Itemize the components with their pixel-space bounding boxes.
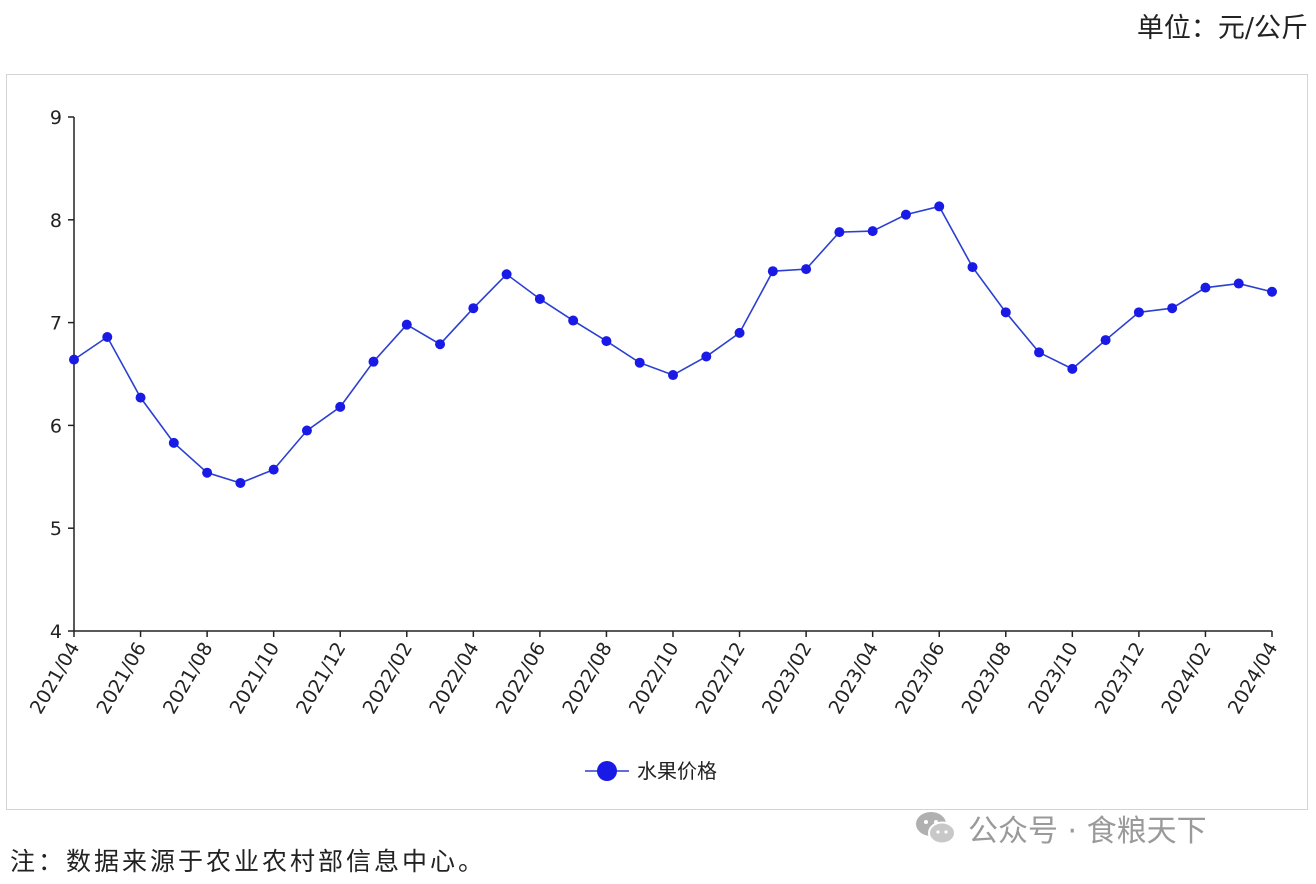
data-point xyxy=(401,319,412,330)
wechat-icon xyxy=(916,812,956,845)
x-tick-label: 2022/08 xyxy=(558,639,617,718)
x-tick-label: 2023/08 xyxy=(958,639,1017,718)
data-point xyxy=(69,354,79,365)
data-point xyxy=(435,339,446,350)
series-line xyxy=(73,205,1273,484)
x-tick-label: 2021/04 xyxy=(26,639,85,718)
chart-frame: 4 5 6 7 8 9 2021/04 2021/06 2021/08 2021/10 2021/… xyxy=(6,74,1308,810)
data-point xyxy=(235,477,246,488)
data-point xyxy=(967,262,978,273)
x-tick-label: 2023/04 xyxy=(824,639,883,718)
data-point xyxy=(534,293,545,304)
data-point xyxy=(268,464,279,475)
data-point xyxy=(767,266,778,277)
y-tick-label: 4 xyxy=(50,621,62,643)
x-tick-label: 2021/12 xyxy=(292,639,351,718)
x-tick-label: 2023/10 xyxy=(1024,639,1083,718)
x-tick-label: 2023/06 xyxy=(891,639,950,718)
x-tick-label: 2023/02 xyxy=(758,639,817,718)
data-point xyxy=(368,356,379,367)
data-point xyxy=(801,264,812,275)
data-point xyxy=(1100,335,1111,346)
data-point xyxy=(900,209,911,220)
data-point xyxy=(335,401,346,412)
data-point xyxy=(568,315,579,326)
legend-marker xyxy=(597,761,617,781)
x-tick-label: 2022/12 xyxy=(691,639,750,718)
data-point xyxy=(102,331,113,342)
x-tick-label: 2022/02 xyxy=(359,639,418,718)
data-point xyxy=(1267,286,1277,297)
data-point xyxy=(734,327,745,338)
data-point xyxy=(867,226,878,237)
data-point xyxy=(135,392,146,403)
data-point xyxy=(301,425,312,436)
y-tick-label: 6 xyxy=(50,415,62,437)
data-point xyxy=(202,467,213,478)
data-point xyxy=(1067,363,1078,374)
data-point xyxy=(168,437,179,448)
legend-label: 水果价格 xyxy=(637,759,717,783)
x-tick-label: 2022/06 xyxy=(492,639,551,718)
watermark: 公众号 · 食粮天下 xyxy=(914,806,1207,850)
y-tick-label: 8 xyxy=(50,210,62,232)
data-point xyxy=(668,370,678,381)
x-axis: 2021/04 2021/06 2021/08 2021/10 2021/12 2022/… xyxy=(26,630,1283,718)
unit-label: 单位：元/公斤 xyxy=(1136,13,1308,44)
data-point xyxy=(1167,303,1178,314)
x-tick-label: 2022/10 xyxy=(625,639,684,718)
data-point xyxy=(634,357,645,368)
source-note: 注：数据来源于农业农村部信息中心。 xyxy=(10,847,487,876)
data-point xyxy=(701,351,712,362)
data-point xyxy=(501,269,512,280)
x-tick-label: 2023/12 xyxy=(1091,639,1150,718)
data-point xyxy=(934,201,945,212)
data-point xyxy=(1000,307,1011,318)
y-tick-label: 7 xyxy=(50,313,62,335)
y-axis: 4 5 6 7 8 9 xyxy=(50,107,75,643)
watermark-text: 公众号 · 食粮天下 xyxy=(968,814,1207,849)
x-tick-label: 2021/06 xyxy=(92,639,151,718)
legend: 水果价格 xyxy=(585,759,717,783)
data-point xyxy=(834,227,845,238)
x-tick-label: 2024/04 xyxy=(1224,639,1283,718)
y-tick-label: 5 xyxy=(50,518,62,540)
x-tick-label: 2021/08 xyxy=(159,639,218,718)
x-tick-label: 2024/02 xyxy=(1157,639,1216,718)
series-group xyxy=(69,201,1277,488)
x-tick-label: 2022/04 xyxy=(425,639,484,718)
data-point xyxy=(1233,278,1244,289)
line-chart: 4 5 6 7 8 9 2021/04 2021/06 2021/08 2021/10 2021/… xyxy=(26,107,1283,783)
x-tick-label: 2021/10 xyxy=(225,639,284,718)
data-point xyxy=(1200,282,1211,293)
data-point xyxy=(468,303,479,314)
y-tick-label: 9 xyxy=(50,107,62,129)
data-point xyxy=(1133,307,1144,318)
data-point xyxy=(1034,347,1045,358)
data-point xyxy=(601,336,612,347)
